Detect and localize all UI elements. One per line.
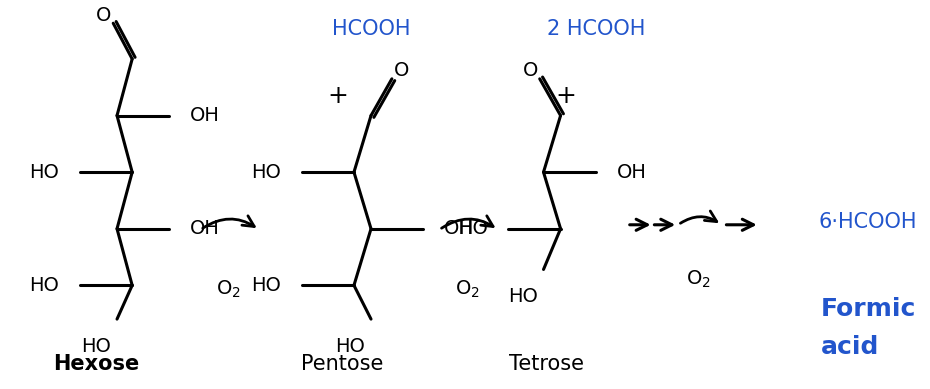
Text: 6·HCOOH: 6·HCOOH (818, 212, 917, 232)
Text: HCOOH: HCOOH (332, 19, 410, 39)
Text: OH: OH (190, 219, 219, 238)
Text: +: + (556, 84, 577, 108)
Text: HO: HO (81, 337, 111, 356)
Text: HO: HO (508, 287, 538, 306)
Text: HO: HO (30, 163, 60, 182)
Text: HO: HO (30, 276, 60, 295)
Text: Hexose: Hexose (53, 354, 140, 374)
Text: HO: HO (251, 276, 281, 295)
Text: +: + (327, 84, 348, 108)
Text: O$_2$: O$_2$ (217, 279, 241, 300)
Text: HO: HO (335, 337, 365, 356)
Text: Pentose: Pentose (301, 354, 384, 374)
Text: Tetrose: Tetrose (509, 354, 584, 374)
Text: OH: OH (617, 163, 646, 182)
Text: O: O (96, 6, 112, 25)
Text: HO: HO (251, 163, 281, 182)
Text: 2 HCOOH: 2 HCOOH (548, 19, 645, 39)
Text: HO: HO (458, 219, 487, 238)
Text: O$_2$: O$_2$ (456, 279, 480, 300)
Text: Formic: Formic (821, 297, 917, 321)
Text: OH: OH (444, 219, 474, 238)
Text: OH: OH (190, 106, 219, 125)
Text: O$_2$: O$_2$ (685, 269, 711, 290)
Text: O: O (523, 61, 538, 81)
Text: O: O (393, 61, 409, 81)
Text: acid: acid (821, 335, 880, 359)
